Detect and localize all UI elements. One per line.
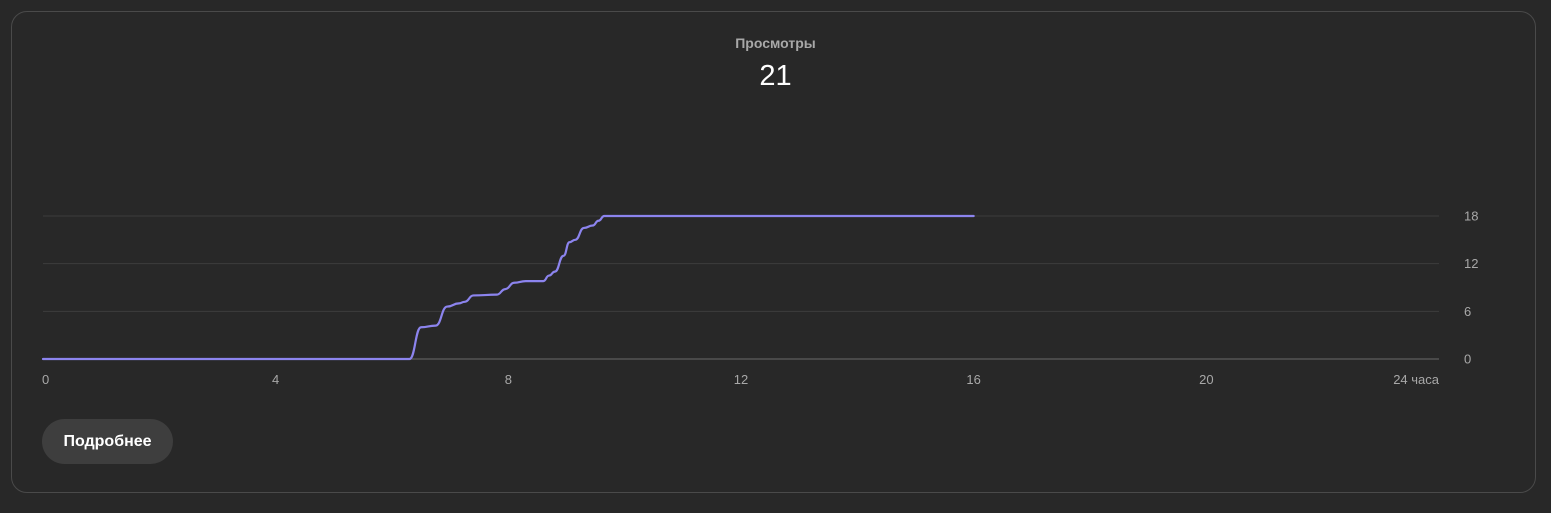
views-series-line (41, 214, 975, 361)
x-tick-label: 4 (272, 372, 279, 387)
x-tick-label: 16 (966, 372, 980, 387)
x-tick-label: 24 часа (1393, 372, 1440, 387)
y-tick-label: 18 (1464, 209, 1478, 224)
views-value: 21 (759, 60, 792, 92)
x-tick-label: 8 (505, 372, 512, 387)
views-card (11, 11, 1536, 493)
views-label: Просмотры (735, 35, 816, 51)
y-tick-label: 6 (1464, 304, 1471, 319)
chart-y-ticks: 0 6 12 18 (1464, 209, 1478, 367)
chart-series (41, 214, 975, 361)
more-details-button[interactable]: Подробнее (42, 419, 173, 464)
x-tick-label: 0 (42, 372, 49, 387)
x-tick-label: 12 (734, 372, 748, 387)
x-tick-label: 20 (1199, 372, 1213, 387)
y-tick-label: 0 (1464, 352, 1471, 367)
chart-grid (43, 215, 1439, 360)
chart-x-ticks: 0 4 8 12 16 20 24 часа (42, 372, 1440, 387)
y-tick-label: 12 (1464, 256, 1478, 271)
